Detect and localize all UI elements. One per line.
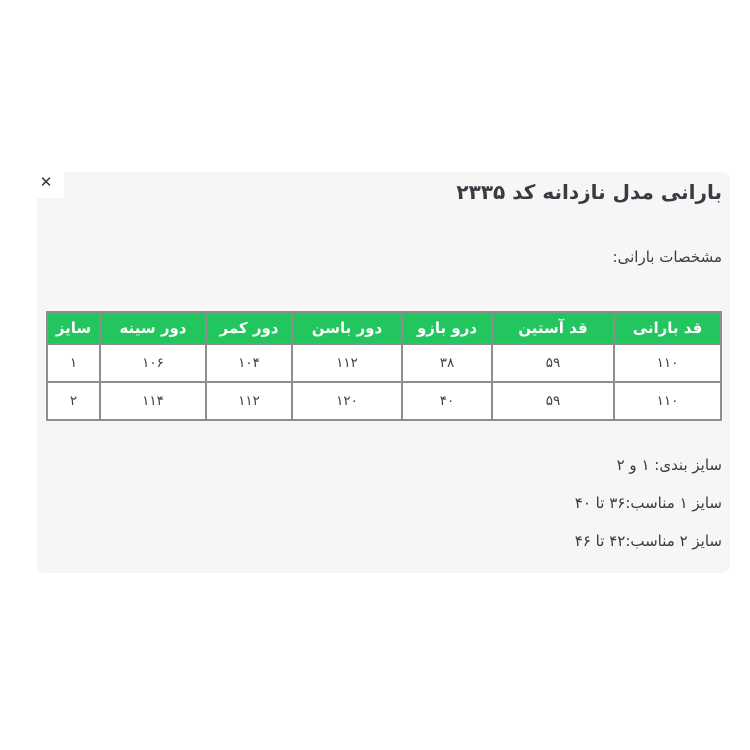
spec-heading: مشخصات بارانی: xyxy=(612,248,722,266)
size-table-cell: ۱۱۲ xyxy=(291,343,403,383)
size-table-header-cell: درو بازو xyxy=(401,311,493,345)
product-spec-modal: بارانی مدل نازدانه کد ۲۳۳۵ مشخصات بارانی… xyxy=(37,172,730,573)
size-table-header-cell: دور سینه xyxy=(99,311,207,345)
size-table-header-cell: دور کمر xyxy=(205,311,293,345)
close-icon[interactable]: ✕ xyxy=(28,160,64,198)
size-table-cell: ۱۱۰ xyxy=(613,381,722,421)
page-title: بارانی مدل نازدانه کد ۲۳۳۵ xyxy=(456,180,722,204)
size-table-cell: ۱۰۶ xyxy=(99,343,207,383)
sizing-notes: سایز بندی: ۱ و ۲ سایز ۱ مناسب:۳۶ تا ۴۰ سای… xyxy=(45,456,722,570)
size-table-cell: ۲ xyxy=(46,381,101,421)
size-table-header-cell: قد بارانی xyxy=(613,311,722,345)
size-table-cell: ۱۲۰ xyxy=(291,381,403,421)
size-table-cell: ۵۹ xyxy=(491,343,615,383)
size-table-header-cell: سایز xyxy=(46,311,101,345)
size-table-header-cell: دور باسن xyxy=(291,311,403,345)
sizing-note: سایز ۱ مناسب:۳۶ تا ۴۰ xyxy=(574,494,722,512)
size-table-header-row: قد بارانی قد آستین درو بازو دور باسن دور کمر… xyxy=(46,311,722,345)
size-table-header-cell: قد آستین xyxy=(491,311,615,345)
size-table-cell: ۱۱۰ xyxy=(613,343,722,383)
size-table-cell: ۱ xyxy=(46,343,101,383)
size-table-cell: ۵۹ xyxy=(491,381,615,421)
size-table-cell: ۱۱۲ xyxy=(205,381,293,421)
sizing-note: سایز ۲ مناسب:۴۲ تا ۴۶ xyxy=(574,532,722,550)
size-table-cell: ۴۰ xyxy=(401,381,493,421)
table-row: ۱۱۰ ۵۹ ۳۸ ۱۱۲ ۱۰۴ ۱۰۶ ۱ xyxy=(46,343,722,383)
sizing-note: سایز بندی: ۱ و ۲ xyxy=(616,456,722,474)
size-spec-table: قد بارانی قد آستین درو بازو دور باسن دور کمر… xyxy=(46,311,722,421)
size-table-body: ۱۱۰ ۵۹ ۳۸ ۱۱۲ ۱۰۴ ۱۰۶ ۱ ۱۱۰ ۵۹ ۴۰ ۱۲۰ ۱۱۲ ۱۱۴ ۲ xyxy=(46,343,722,421)
size-table-cell: ۱۱۴ xyxy=(99,381,207,421)
size-table-cell: ۱۰۴ xyxy=(205,343,293,383)
table-row: ۱۱۰ ۵۹ ۴۰ ۱۲۰ ۱۱۲ ۱۱۴ ۲ xyxy=(46,381,722,421)
size-table-cell: ۳۸ xyxy=(401,343,493,383)
